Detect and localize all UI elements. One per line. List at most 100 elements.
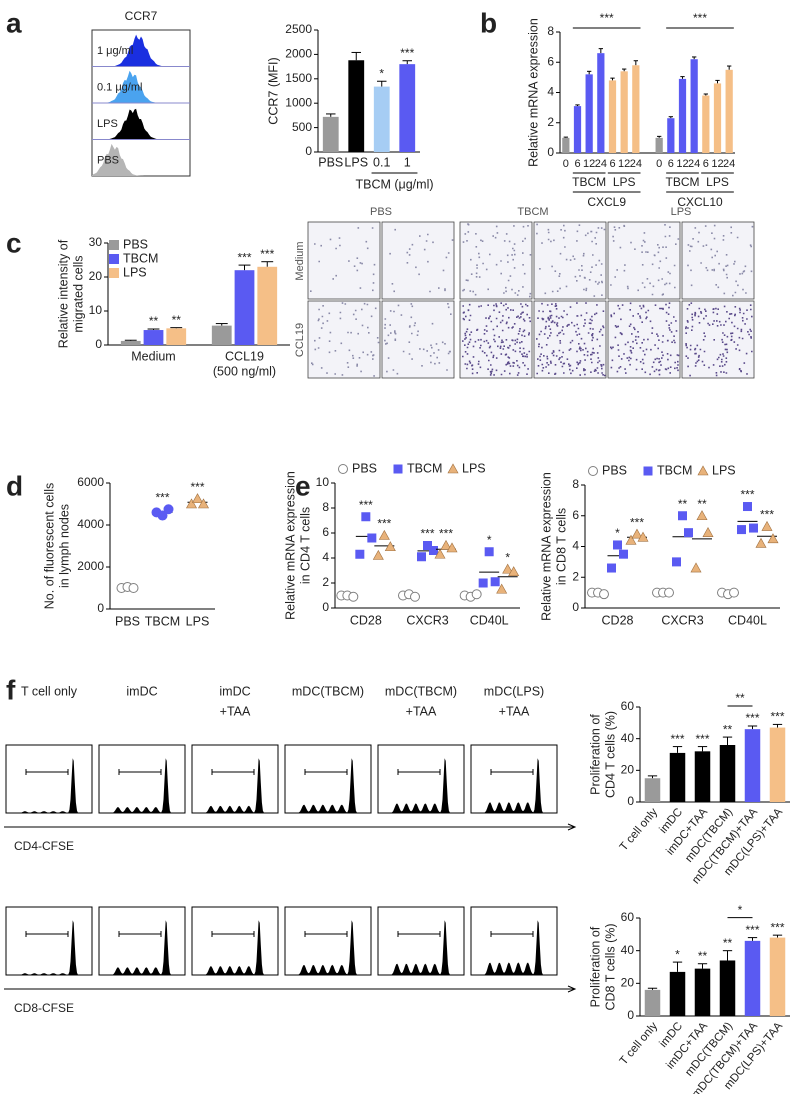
point <box>643 466 653 476</box>
flow-column-label: mDC(TBCM) <box>385 684 457 698</box>
significance: ** <box>678 497 688 511</box>
point <box>157 510 168 521</box>
legend-swatch <box>109 254 119 264</box>
y-tick-label: 0 <box>97 601 104 615</box>
point <box>607 563 616 573</box>
gate-marker <box>211 769 255 775</box>
x-tick-label: 12 <box>583 158 595 170</box>
group-label: LPS <box>613 175 636 189</box>
bar <box>719 960 736 1016</box>
flow-title: CCR7 <box>125 9 158 23</box>
x-tick-label: 6 <box>609 158 615 170</box>
bar <box>769 727 786 802</box>
gate-marker <box>25 769 69 775</box>
point <box>471 589 482 600</box>
point <box>128 583 139 593</box>
bar <box>348 60 365 153</box>
bar <box>678 78 687 153</box>
group-label: TBCM <box>572 175 606 189</box>
significance: ** <box>723 936 733 950</box>
point <box>502 563 514 574</box>
bar <box>667 118 675 153</box>
significance: *** <box>695 732 709 746</box>
panel-label: c <box>6 227 22 258</box>
x-tick-label: 0.1 <box>373 155 390 169</box>
y-tick-label: 20 <box>89 269 103 283</box>
flow-histogram <box>471 920 557 975</box>
bar <box>632 65 640 153</box>
bar <box>573 106 582 153</box>
significance: ** <box>172 313 182 327</box>
legend-label: PBS <box>602 463 627 477</box>
y-axis-label: migrated cells <box>71 255 85 332</box>
point <box>490 577 500 587</box>
point <box>697 465 709 476</box>
point <box>672 557 681 567</box>
y-axis-label: in lymph nodes <box>57 504 71 588</box>
y-tick-label: 4 <box>547 85 554 99</box>
y-tick-label: 2 <box>322 575 329 589</box>
flow-column-label: +TAA <box>406 704 437 718</box>
y-axis-label: Relative mRNA expression <box>526 18 540 167</box>
panel-label: b <box>480 7 497 38</box>
gate-marker <box>304 931 348 937</box>
point <box>684 528 693 538</box>
point <box>508 566 520 577</box>
y-axis-label: CD4 T cells (%) <box>603 711 617 798</box>
gate-marker <box>397 931 441 937</box>
significance: *** <box>670 732 684 746</box>
significance: * <box>487 533 492 547</box>
x-tick-note: (500 ng/ml) <box>213 364 276 378</box>
y-tick-label: 2 <box>547 115 554 129</box>
point <box>372 549 384 560</box>
gate-marker <box>25 931 69 937</box>
bar <box>373 86 390 152</box>
significance: *** <box>359 498 373 512</box>
bar <box>322 116 339 152</box>
micrograph <box>307 221 381 300</box>
gene-label: CXCL10 <box>677 195 723 209</box>
axis-arrow <box>4 985 577 993</box>
flow-column-label: T cell only <box>21 684 78 698</box>
point <box>761 520 773 531</box>
micrograph <box>459 221 533 300</box>
flow-column-label: mDC(LPS) <box>484 684 544 698</box>
y-axis-label: Relative mRNA expression <box>283 471 297 620</box>
significance: ** <box>723 722 733 736</box>
point <box>678 511 687 521</box>
point <box>743 502 752 512</box>
y-tick-label: 2 <box>572 569 579 583</box>
flow-label: 0.1 μg/ml <box>97 81 142 93</box>
x-tick-label: 1 <box>404 155 411 169</box>
point <box>702 527 714 537</box>
point <box>664 587 674 598</box>
significance: ** <box>149 314 159 328</box>
point <box>423 541 432 550</box>
point <box>446 542 458 553</box>
micrograph-row: Medium <box>294 241 306 280</box>
y-tick-label: 0 <box>627 1008 634 1022</box>
micrograph <box>681 221 755 300</box>
point <box>191 493 204 504</box>
x-tick-label: Medium <box>131 349 175 363</box>
gate-marker <box>118 769 162 775</box>
significance: ** <box>697 497 707 511</box>
point <box>410 591 420 602</box>
cell-dots <box>536 223 606 297</box>
significance: *** <box>260 247 274 261</box>
x-tick-label: PBS <box>115 614 140 628</box>
gate-marker <box>304 769 348 775</box>
point <box>429 546 438 555</box>
micrograph-column: PBS <box>370 206 392 218</box>
point <box>496 583 508 594</box>
x-tick-label: 12 <box>618 158 630 170</box>
micrograph <box>307 300 381 379</box>
flow-row-label: CD4-CFSE <box>14 839 74 853</box>
y-tick-label: 2000 <box>285 47 312 61</box>
bar <box>597 53 605 153</box>
significance: * <box>615 526 620 540</box>
y-tick-label: 10 <box>316 475 330 489</box>
flow-histogram <box>378 920 464 975</box>
micrograph <box>607 221 681 300</box>
point <box>361 512 371 522</box>
